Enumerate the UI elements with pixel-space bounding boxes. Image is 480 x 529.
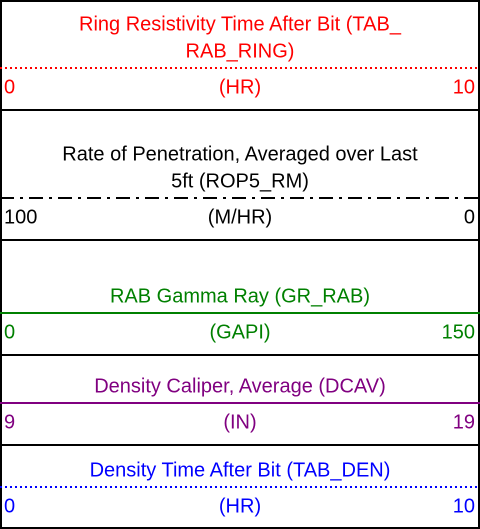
scale-min: 100 bbox=[4, 206, 37, 228]
scale-max: 0 bbox=[464, 206, 475, 228]
scale-max: 10 bbox=[453, 76, 475, 98]
scale-min: 9 bbox=[4, 411, 15, 433]
track-title: RAB_RING) bbox=[186, 40, 295, 62]
scale-max: 10 bbox=[453, 495, 475, 517]
scale-min: 0 bbox=[4, 495, 15, 517]
scale-max: 150 bbox=[442, 321, 475, 343]
track-title: 5ft (ROP5_RM) bbox=[171, 170, 309, 192]
track-title: Rate of Penetration, Averaged over Last bbox=[62, 143, 418, 165]
track-title: Density Caliper, Average (DCAV) bbox=[94, 375, 386, 397]
unit-label: (IN) bbox=[223, 411, 256, 433]
scale-min: 0 bbox=[4, 76, 15, 98]
unit-label: (HR) bbox=[219, 76, 261, 98]
track-title: RAB Gamma Ray (GR_RAB) bbox=[110, 285, 370, 307]
unit-label: (M/HR) bbox=[208, 206, 272, 228]
scale-max: 19 bbox=[453, 411, 475, 433]
unit-label: (HR) bbox=[219, 495, 261, 517]
scale-min: 0 bbox=[4, 321, 15, 343]
track-title: Ring Resistivity Time After Bit (TAB_ bbox=[79, 13, 402, 35]
unit-label: (GAPI) bbox=[209, 321, 270, 343]
track-title: Density Time After Bit (TAB_DEN) bbox=[90, 459, 391, 481]
